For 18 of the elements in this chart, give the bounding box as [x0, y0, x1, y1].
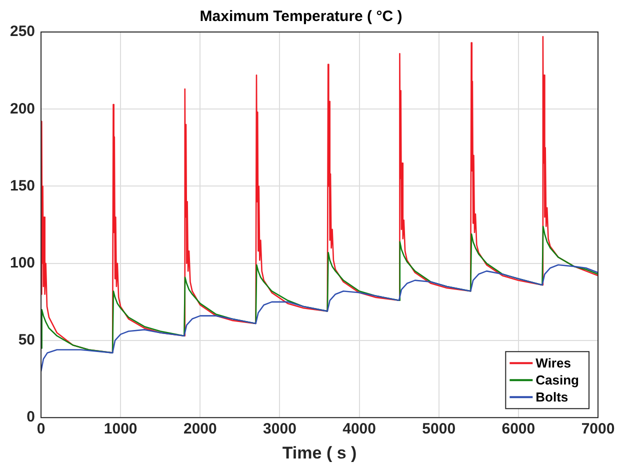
y-tick-label: 200: [10, 100, 36, 118]
legend-label: Bolts: [536, 390, 568, 405]
y-tick-label: 100: [10, 254, 36, 272]
x-tick-label: 7000: [581, 420, 615, 438]
x-tick-label: 5000: [422, 420, 456, 438]
x-tick-label: 2000: [183, 420, 217, 438]
y-tick-label: 250: [10, 23, 36, 40]
x-tick-label: 3000: [263, 420, 296, 438]
x-tick-label: 1000: [104, 420, 138, 438]
x-axis-title: Time ( s ): [282, 443, 357, 462]
legend-label: Wires: [536, 356, 571, 371]
chart-title: Maximum Temperature ( °C ): [200, 8, 402, 26]
x-tick-label: 4000: [342, 420, 376, 438]
x-tick-label: 6000: [502, 420, 536, 438]
legend-label: Casing: [536, 372, 580, 388]
y-tick-label: 50: [18, 332, 36, 349]
y-tick-label: 150: [10, 177, 36, 194]
y-tick-label: 0: [26, 408, 36, 426]
